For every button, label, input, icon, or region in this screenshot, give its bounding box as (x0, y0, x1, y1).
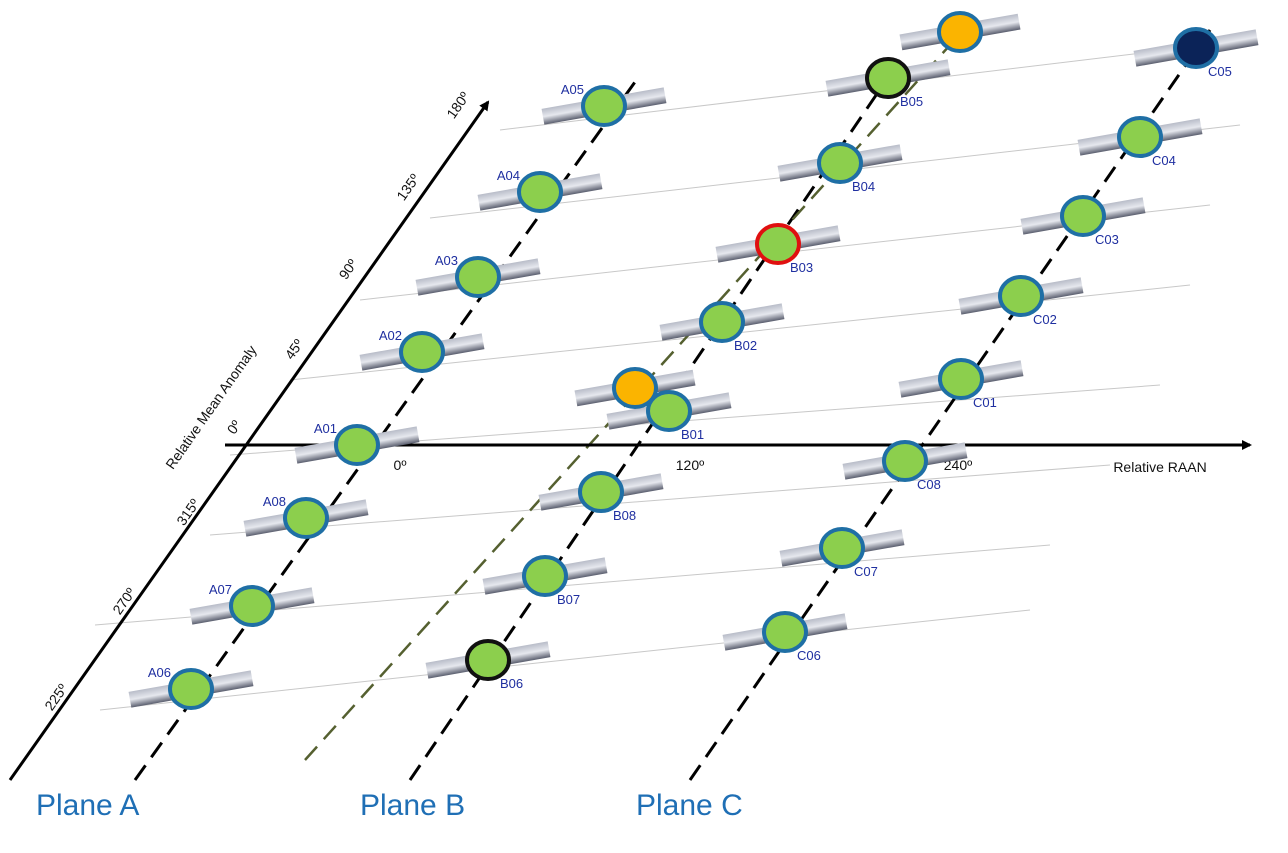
satellite (938, 358, 984, 400)
satellite-label: C01 (973, 395, 997, 410)
anomaly-tick-label: 45º (281, 336, 306, 362)
anomaly-tick-label: 225º (41, 681, 70, 714)
satellite-label: C06 (797, 648, 821, 663)
satellite (168, 668, 214, 710)
raan-tick-label: 0º (394, 457, 407, 473)
anomaly-tick-label: 0º (224, 417, 245, 437)
satellite (581, 85, 627, 127)
satellite (1060, 195, 1106, 237)
raan-tick-label: 120º (676, 457, 704, 473)
satellite (1173, 27, 1219, 69)
satellite (817, 142, 863, 184)
satellite (998, 275, 1044, 317)
plane-label: Plane A (36, 789, 139, 822)
orbit-guide (99, 609, 1031, 711)
satellite (399, 331, 445, 373)
satellite-label: B04 (852, 179, 875, 194)
satellite-label: B07 (557, 592, 580, 607)
satellite-label: B08 (613, 508, 636, 523)
anomaly-tick-label: 270º (109, 585, 138, 618)
orbit-guide (209, 464, 1111, 536)
satellite (334, 424, 380, 466)
satellite-label: B06 (500, 676, 523, 691)
satellite-label: C05 (1208, 64, 1232, 79)
satellite (455, 256, 501, 298)
anomaly-axis-label: Relative Mean Anomaly (162, 342, 259, 472)
satellite-label: B05 (900, 94, 923, 109)
anomaly-tick-label: 180º (443, 89, 472, 122)
satellite-label: B02 (734, 338, 757, 353)
satellite (465, 639, 511, 681)
satellite (1117, 116, 1163, 158)
satellite-label: B03 (790, 260, 813, 275)
satellite-label: A01 (314, 421, 337, 436)
satellite-label: A03 (435, 253, 458, 268)
spare-satellite (612, 367, 658, 409)
satellite-label: A05 (561, 82, 584, 97)
plane-label: Plane B (360, 789, 465, 822)
spare-satellite (937, 11, 983, 53)
satellite (578, 471, 624, 513)
satellite (522, 555, 568, 597)
satellite-label: C07 (854, 564, 878, 579)
anomaly-tick-label: 90º (335, 256, 360, 282)
satellite (283, 497, 329, 539)
satellite (882, 440, 928, 482)
satellite (517, 171, 563, 213)
raan-axis-label: Relative RAAN (1113, 459, 1206, 475)
satellite-label: C03 (1095, 232, 1119, 247)
satellite (762, 611, 808, 653)
satellite-label: A07 (209, 582, 232, 597)
satellite (699, 301, 745, 343)
satellite-label: C02 (1033, 312, 1057, 327)
satellite-label: A02 (379, 328, 402, 343)
plane-label: Plane C (636, 789, 743, 822)
satellite (819, 527, 865, 569)
satellite (865, 57, 911, 99)
satellite-label: B01 (681, 427, 704, 442)
satellite (229, 585, 275, 627)
satellite (646, 390, 692, 432)
satellite (755, 223, 801, 265)
satellite-label: A08 (263, 494, 286, 509)
anomaly-axis (8, 100, 490, 781)
satellite-label: A06 (148, 665, 171, 680)
satellite-label: C04 (1152, 153, 1176, 168)
satellite-label: C08 (917, 477, 941, 492)
satellite-label: A04 (497, 168, 520, 183)
